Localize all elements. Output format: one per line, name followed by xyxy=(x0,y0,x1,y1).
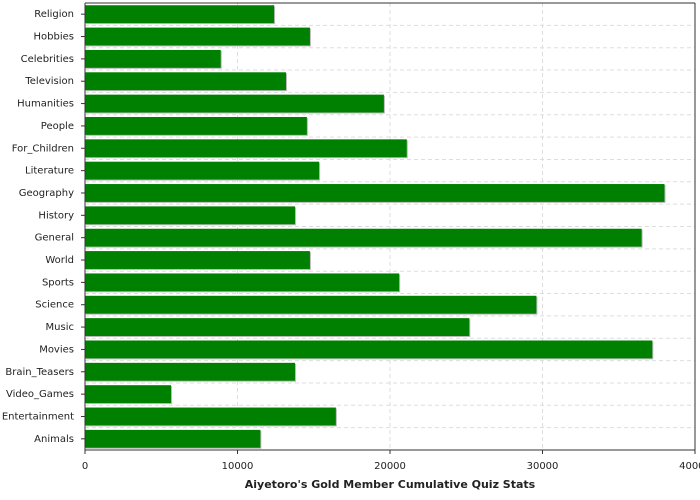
x-tick-label: 20000 xyxy=(374,461,406,472)
x-axis-title: Aiyetoro's Gold Member Cumulative Quiz S… xyxy=(245,478,536,491)
bar xyxy=(85,139,407,158)
y-tick-label: Celebrities xyxy=(21,54,74,65)
y-tick-label: Science xyxy=(35,300,74,311)
x-tick-label: 30000 xyxy=(527,461,559,472)
x-tick-label: 10000 xyxy=(222,461,254,472)
y-tick-label: Literature xyxy=(25,166,74,177)
y-tick-label: Humanities xyxy=(17,99,74,110)
y-tick-label: For_Children xyxy=(12,143,74,154)
bar xyxy=(85,385,172,404)
y-tick-label: Religion xyxy=(34,9,74,20)
x-tick-label: 0 xyxy=(82,461,88,472)
y-tick-label: Movies xyxy=(39,344,74,355)
bar xyxy=(85,362,295,381)
y-tick-label: Sports xyxy=(42,277,74,288)
y-tick-label: Hobbies xyxy=(34,32,74,43)
y-tick-label: World xyxy=(45,255,74,266)
y-tick-label: Animals xyxy=(34,434,74,445)
y-tick-label: Geography xyxy=(19,188,74,199)
bar xyxy=(85,49,221,68)
y-tick-label: People xyxy=(41,121,74,132)
bar xyxy=(85,5,275,24)
bar xyxy=(85,251,310,269)
y-tick-label: Entertainment xyxy=(2,411,74,422)
bar xyxy=(85,72,286,91)
bar xyxy=(85,273,400,292)
bar xyxy=(85,94,384,113)
y-tick-label: Brain_Teasers xyxy=(5,367,74,378)
x-tick-label: 40000 xyxy=(679,461,700,472)
bar xyxy=(85,407,336,426)
bar xyxy=(85,116,307,135)
y-tick-label: Music xyxy=(46,322,74,333)
y-tick-label: History xyxy=(38,210,74,221)
bar xyxy=(85,206,295,225)
bar xyxy=(85,318,470,337)
bar xyxy=(85,340,653,359)
bar xyxy=(85,27,310,46)
bar xyxy=(85,161,320,180)
y-tick-label: General xyxy=(35,233,74,244)
bar xyxy=(85,295,537,314)
y-tick-label: Video_Games xyxy=(6,389,74,400)
bar xyxy=(85,228,642,247)
bar xyxy=(85,429,261,448)
bar xyxy=(85,184,665,202)
y-tick-label: Television xyxy=(24,76,74,87)
